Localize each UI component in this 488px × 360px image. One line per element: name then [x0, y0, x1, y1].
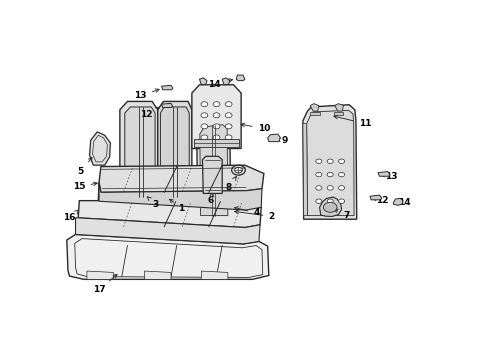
Text: 14: 14 — [208, 79, 232, 89]
Polygon shape — [334, 104, 343, 111]
Text: 8: 8 — [225, 176, 236, 192]
Text: 10: 10 — [241, 123, 269, 133]
Polygon shape — [99, 183, 262, 210]
Polygon shape — [369, 195, 381, 200]
Polygon shape — [306, 110, 353, 216]
Text: 3: 3 — [147, 197, 159, 209]
Polygon shape — [319, 197, 341, 216]
Polygon shape — [161, 85, 173, 90]
Polygon shape — [196, 121, 230, 219]
Polygon shape — [267, 134, 280, 141]
Bar — [333, 112, 343, 115]
Circle shape — [225, 124, 232, 129]
Text: 15: 15 — [73, 182, 97, 191]
Circle shape — [225, 102, 232, 107]
Circle shape — [201, 124, 207, 129]
Polygon shape — [302, 123, 307, 216]
Circle shape — [326, 159, 332, 163]
Polygon shape — [160, 107, 189, 197]
Text: 2: 2 — [234, 210, 274, 221]
Polygon shape — [200, 125, 227, 216]
Circle shape — [326, 172, 332, 177]
Polygon shape — [199, 78, 206, 85]
Circle shape — [315, 172, 321, 177]
Circle shape — [201, 102, 207, 107]
Text: 7: 7 — [334, 209, 348, 220]
Circle shape — [338, 159, 344, 163]
Polygon shape — [89, 132, 110, 165]
Polygon shape — [191, 85, 241, 149]
Text: 5: 5 — [78, 158, 92, 176]
Circle shape — [231, 165, 245, 175]
Circle shape — [338, 199, 344, 203]
Circle shape — [225, 135, 232, 140]
Circle shape — [338, 172, 344, 177]
Polygon shape — [236, 75, 244, 81]
Text: 13: 13 — [134, 89, 159, 100]
Polygon shape — [124, 107, 155, 197]
Polygon shape — [158, 102, 191, 201]
Polygon shape — [78, 183, 261, 228]
Circle shape — [213, 113, 220, 118]
Polygon shape — [309, 104, 318, 111]
Polygon shape — [222, 78, 229, 85]
Text: 11: 11 — [333, 115, 370, 128]
Polygon shape — [201, 271, 227, 279]
Text: 13: 13 — [380, 172, 396, 181]
Polygon shape — [67, 234, 268, 279]
Circle shape — [201, 113, 207, 118]
Polygon shape — [75, 218, 260, 244]
Polygon shape — [202, 156, 222, 193]
Circle shape — [234, 167, 242, 173]
Text: 14: 14 — [397, 198, 409, 207]
Bar — [310, 112, 319, 115]
Text: 12: 12 — [372, 196, 388, 205]
Circle shape — [323, 202, 336, 212]
Text: 6: 6 — [207, 193, 214, 205]
Bar — [193, 139, 239, 147]
Circle shape — [315, 186, 321, 190]
Text: 12: 12 — [140, 107, 159, 119]
Text: 17: 17 — [93, 274, 117, 294]
Polygon shape — [87, 271, 113, 279]
Circle shape — [225, 113, 232, 118]
Circle shape — [213, 124, 220, 129]
Polygon shape — [99, 165, 264, 192]
Circle shape — [201, 135, 207, 140]
Polygon shape — [120, 102, 158, 201]
Text: 16: 16 — [63, 210, 79, 222]
Circle shape — [213, 135, 220, 140]
Circle shape — [326, 186, 332, 190]
Polygon shape — [161, 103, 172, 108]
Text: 9: 9 — [276, 136, 287, 145]
Circle shape — [315, 199, 321, 203]
Circle shape — [315, 159, 321, 163]
Circle shape — [326, 199, 332, 203]
Polygon shape — [377, 172, 389, 176]
Circle shape — [338, 186, 344, 190]
Polygon shape — [144, 271, 171, 279]
Text: 4: 4 — [234, 207, 259, 217]
Polygon shape — [302, 105, 356, 219]
Text: 1: 1 — [169, 199, 184, 213]
Circle shape — [213, 102, 220, 107]
Polygon shape — [392, 198, 402, 205]
